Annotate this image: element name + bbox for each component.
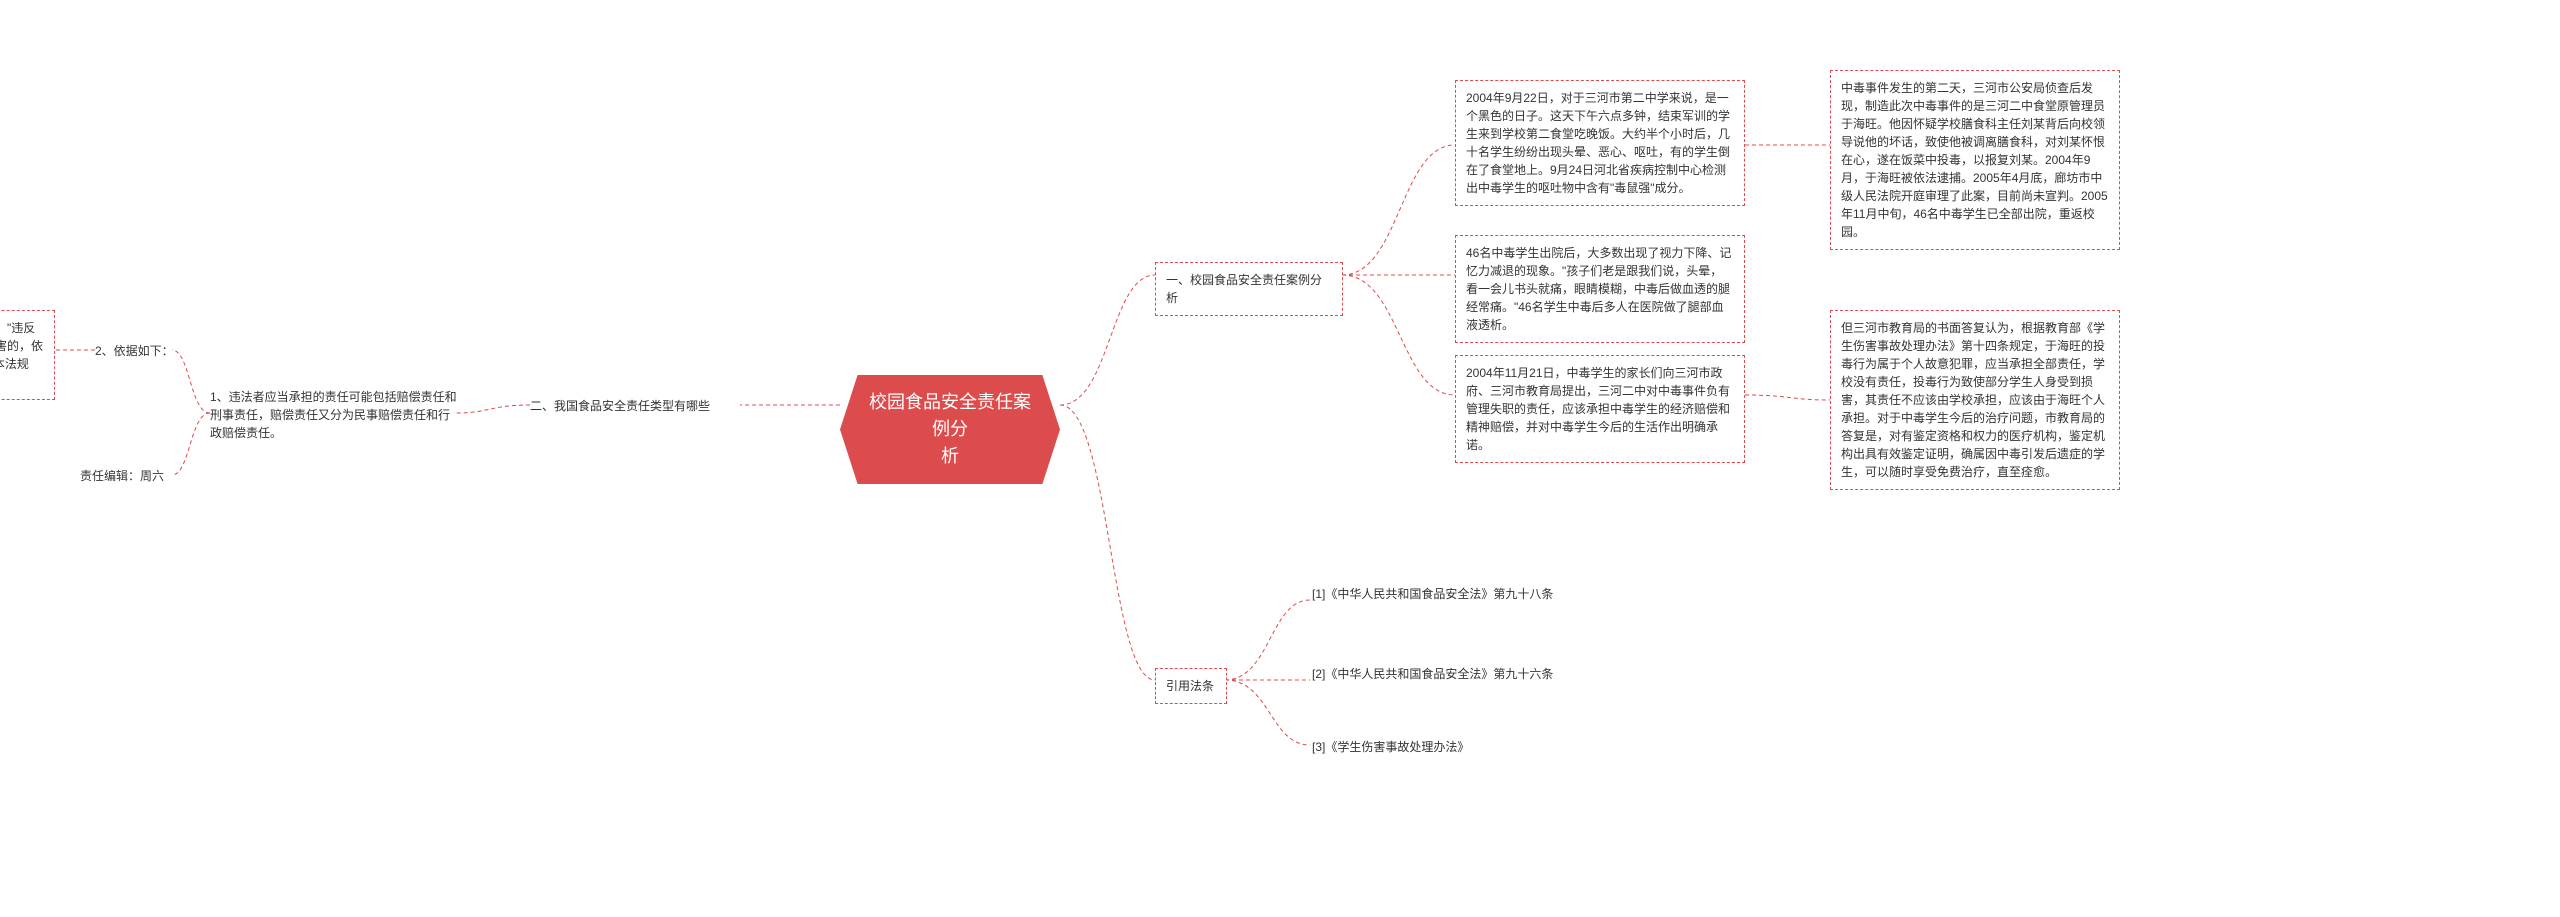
liability-leaf-1-text: 1、违法者应当承担的责任可能包括赔偿责任和刑事责任，赔偿责任又分为民事赔偿责任和… [210, 390, 457, 440]
liability-sub3-text: 责任编辑：周六 [80, 469, 164, 483]
root-title-line2: 析 [941, 446, 959, 466]
case-leaf-3-right: 但三河市教育局的书面答复认为，根据教育部《学生伤害事故处理办法》第十四条规定，于… [1830, 310, 2120, 490]
liability-sub2-leaf-text: 《食品安全法》第九十六条第一款规定："违反本法规定，造成人身、财产或者其他损害的… [0, 321, 43, 389]
citation-1-text: [1]《中华人民共和国食品安全法》第九十八条 [1312, 587, 1553, 601]
case-leaf-3: 2004年11月21日，中毒学生的家长们向三河市政府、三河市教育局提出，三河二中… [1455, 355, 1745, 463]
case-leaf-1-right: 中毒事件发生的第二天，三河市公安局侦查后发现，制造此次中毒事件的是三河二中食堂原… [1830, 70, 2120, 250]
branch-liability-types: 二、我国食品安全责任类型有哪些 [530, 397, 745, 415]
case-leaf-2: 46名中毒学生出院后，大多数出现了视力下降、记忆力减退的现象。"孩子们老是跟我们… [1455, 235, 1745, 343]
case-leaf-3-text: 2004年11月21日，中毒学生的家长们向三河市政府、三河市教育局提出，三河二中… [1466, 366, 1730, 452]
branch-case-analysis-label: 一、校园食品安全责任案例分析 [1166, 273, 1322, 305]
root-title-line1: 校园食品安全责任案例分 [869, 392, 1031, 439]
branch-case-analysis: 一、校园食品安全责任案例分析 [1155, 262, 1343, 316]
citation-3-text: [3]《学生伤害事故处理办法》 [1312, 740, 1469, 754]
liability-sub2-text: 2、依据如下： [95, 344, 174, 358]
liability-sub2: 2、依据如下： [95, 342, 177, 360]
citation-3: [3]《学生伤害事故处理办法》 [1312, 738, 1572, 756]
branch-liability-types-label: 二、我国食品安全责任类型有哪些 [530, 399, 710, 413]
branch-citations: 引用法条 [1155, 668, 1227, 704]
case-leaf-1: 2004年9月22日，对于三河市第二中学来说，是一个黑色的日子。这天下午六点多钟… [1455, 80, 1745, 206]
root-node: 校园食品安全责任案例分 析 [840, 375, 1060, 484]
branch-citations-label: 引用法条 [1166, 679, 1214, 693]
mindmap-connectors [0, 0, 2560, 917]
case-leaf-3-right-text: 但三河市教育局的书面答复认为，根据教育部《学生伤害事故处理办法》第十四条规定，于… [1841, 321, 2105, 479]
citation-2: [2]《中华人民共和国食品安全法》第九十六条 [1312, 665, 1572, 683]
citation-1: [1]《中华人民共和国食品安全法》第九十八条 [1312, 585, 1572, 603]
liability-sub3: 责任编辑：周六 [80, 467, 180, 485]
citation-2-text: [2]《中华人民共和国食品安全法》第九十六条 [1312, 667, 1553, 681]
case-leaf-1-right-text: 中毒事件发生的第二天，三河市公安局侦查后发现，制造此次中毒事件的是三河二中食堂原… [1841, 81, 2108, 239]
case-leaf-2-text: 46名中毒学生出院后，大多数出现了视力下降、记忆力减退的现象。"孩子们老是跟我们… [1466, 246, 1731, 332]
case-leaf-1-text: 2004年9月22日，对于三河市第二中学来说，是一个黑色的日子。这天下午六点多钟… [1466, 91, 1730, 195]
liability-leaf-1: 1、违法者应当承担的责任可能包括赔偿责任和刑事责任，赔偿责任又分为民事赔偿责任和… [210, 388, 458, 442]
liability-sub2-leaf: 《食品安全法》第九十六条第一款规定："违反本法规定，造成人身、财产或者其他损害的… [0, 310, 55, 400]
